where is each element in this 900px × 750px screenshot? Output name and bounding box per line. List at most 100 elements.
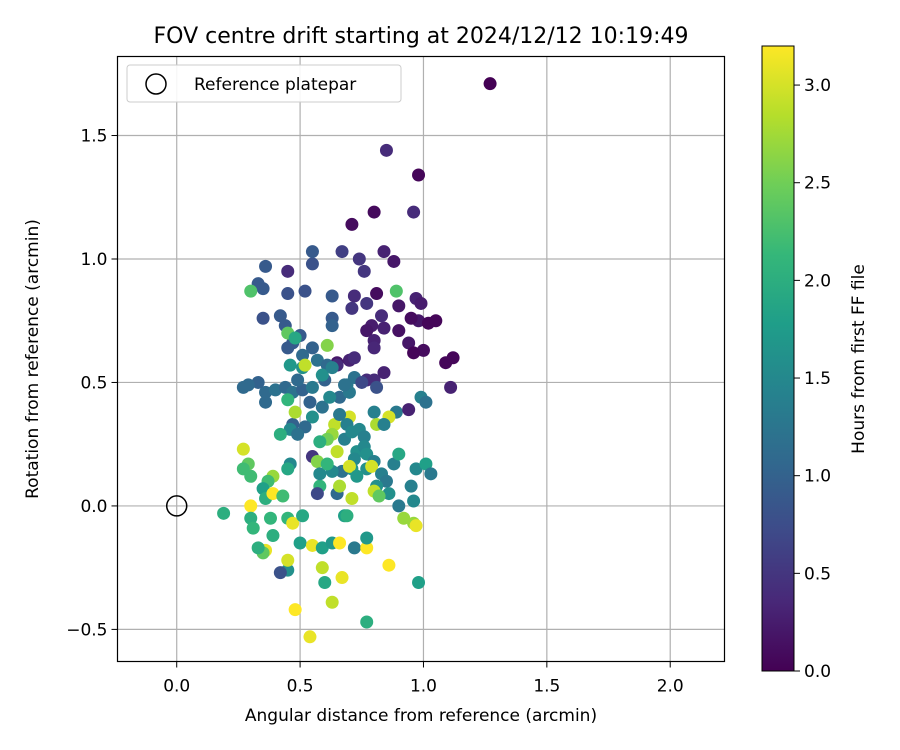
data-point [283,358,297,372]
data-point [288,331,302,345]
data-point [305,410,319,424]
data-point [397,511,411,525]
data-point [387,457,401,471]
data-point [298,358,312,372]
data-point [360,324,374,338]
data-point [276,489,290,503]
data-point [256,482,270,496]
data-point [281,553,295,567]
data-point [246,521,260,535]
legend-marker-icon [145,73,167,95]
data-point [286,516,300,530]
data-point [335,571,349,585]
data-point [333,536,347,550]
data-point [273,427,287,441]
data-point [281,264,295,278]
data-point [320,457,334,471]
data-point [392,299,406,313]
data-point [365,459,379,473]
y-axis-label: Rotation from reference (arcmin) [23,219,43,499]
data-point [352,252,366,266]
data-point [345,425,359,439]
data-point [345,301,359,315]
data-point [357,264,371,278]
data-point [244,284,258,298]
data-point [350,469,364,483]
data-point [320,338,334,352]
data-point [402,403,416,417]
data-point [305,257,319,271]
data-point [288,603,302,617]
data-point [375,309,389,323]
data-point [325,289,339,303]
data-point [377,417,391,431]
data-point [318,575,332,589]
data-point [389,284,403,298]
data-point [259,259,273,273]
data-point [268,383,282,397]
colorbar-tick-label: 0.5 [804,564,831,584]
data-point [419,457,433,471]
data-point [323,390,337,404]
data-point [281,462,295,476]
data-point [347,541,361,555]
data-point [296,348,310,362]
data-point [392,447,406,461]
reference-platepar-marker [165,495,188,517]
data-point [367,205,381,219]
data-point [424,467,438,481]
data-point [313,467,327,481]
data-point [325,361,339,375]
y-tick-label: 1.0 [80,250,107,270]
data-point [370,380,384,394]
x-tick-label: 0.5 [287,677,314,697]
data-point [291,427,305,441]
data-point [273,566,287,580]
data-point [259,385,273,399]
data-point [360,615,374,629]
data-point [266,529,280,543]
colorbar-ticks: 0.0 0.5 1.0 1.5 2.0 2.5 3.0 [794,76,831,682]
data-point [412,168,426,182]
data-point [392,499,406,513]
data-point [446,351,460,365]
data-point [310,353,324,367]
data-points [217,77,497,644]
data-point [291,373,305,387]
data-point [296,383,310,397]
data-point [310,454,324,468]
colorbar [761,45,795,672]
data-point [333,390,347,404]
data-point [259,395,273,409]
data-point [347,289,361,303]
legend-frame [126,64,402,103]
data-point [241,378,255,392]
data-point [409,462,423,476]
x-tick-label: 1.5 [533,677,560,697]
colorbar-tick-label: 1.0 [804,467,831,487]
data-point [409,519,423,533]
data-point [419,395,433,409]
x-tick-label: 2.0 [657,677,684,697]
data-point [429,314,443,328]
data-point [244,511,258,525]
data-point [305,245,319,259]
data-point [382,487,396,501]
data-point [483,77,497,91]
data-point [251,375,265,389]
data-point [315,561,329,575]
data-point [379,474,393,488]
data-point [303,630,317,644]
data-point [305,341,319,355]
y-tick-label: 0.0 [80,497,107,517]
y-tick-label: 0.5 [80,373,107,393]
data-point [377,321,391,335]
data-point [367,341,381,355]
data-point [377,245,391,259]
colorbar-tick-label: 2.0 [804,271,831,291]
data-point [444,380,458,394]
legend-box: Reference platepar [126,64,402,103]
data-point [407,205,421,219]
data-point [357,430,371,444]
data-point [342,459,356,473]
